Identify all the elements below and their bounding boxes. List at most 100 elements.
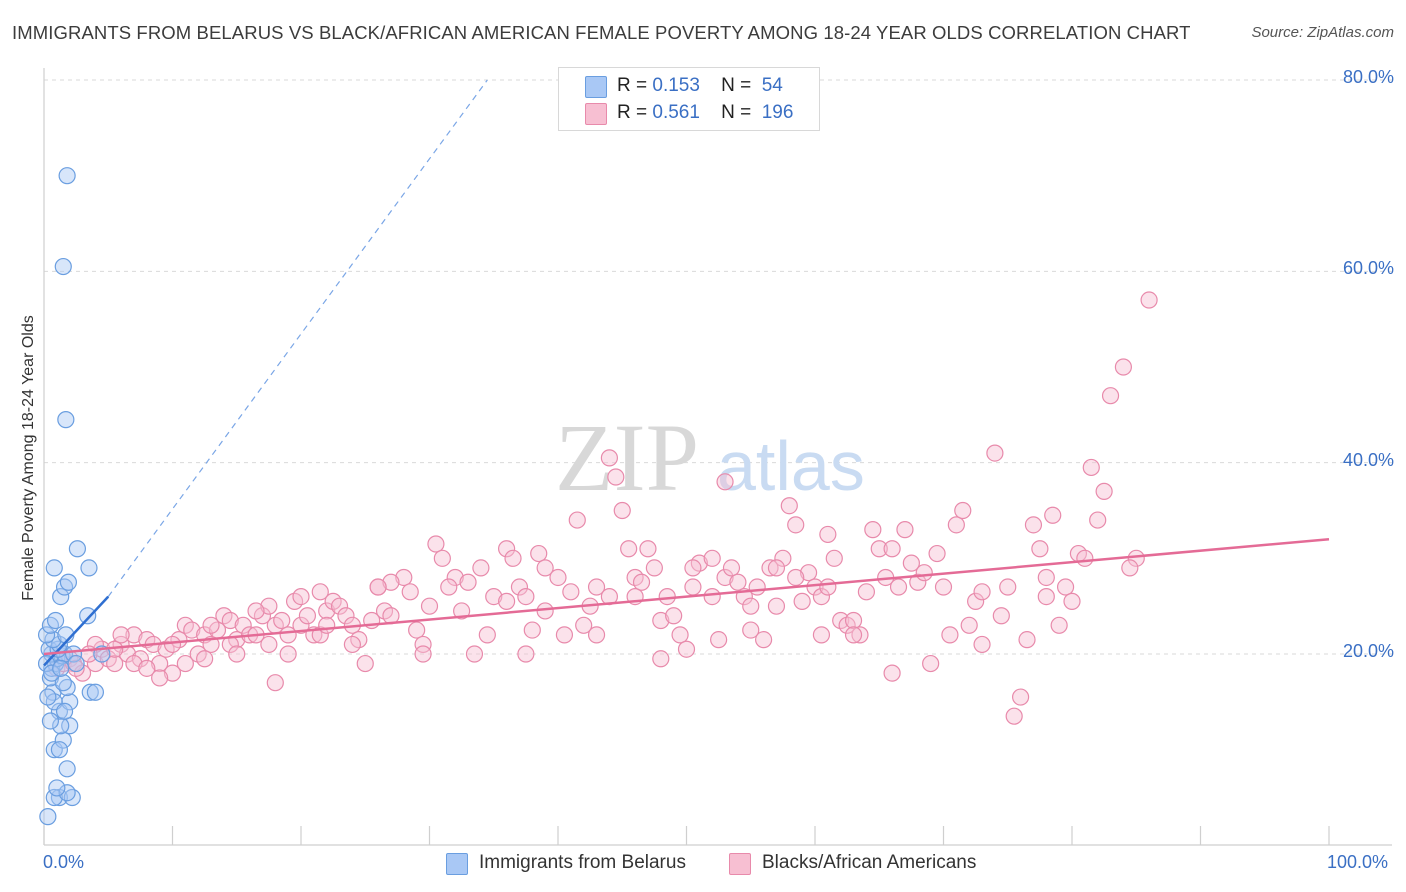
point-blacks bbox=[562, 583, 580, 601]
point-blacks bbox=[125, 626, 143, 644]
point-blacks bbox=[761, 559, 779, 577]
watermark-zip: ZIP bbox=[555, 404, 699, 511]
point-blacks bbox=[106, 654, 124, 673]
point-blacks bbox=[665, 607, 683, 625]
point-blacks bbox=[1076, 549, 1094, 567]
point-belarus bbox=[41, 712, 60, 730]
point-blacks bbox=[568, 511, 586, 529]
point-blacks bbox=[787, 516, 805, 534]
point-blacks bbox=[369, 578, 387, 596]
bottom-legend-swatch-belarus bbox=[446, 853, 468, 875]
point-blacks bbox=[420, 597, 439, 615]
point-blacks bbox=[799, 564, 818, 582]
point-blacks bbox=[767, 597, 786, 615]
legend-swatch-belarus bbox=[585, 76, 607, 98]
point-blacks bbox=[414, 645, 432, 663]
point-blacks bbox=[652, 650, 670, 668]
point-belarus bbox=[54, 674, 72, 692]
point-blacks bbox=[1140, 291, 1158, 309]
point-blacks bbox=[465, 645, 484, 663]
point-blacks bbox=[587, 578, 606, 596]
point-blacks bbox=[555, 626, 574, 644]
point-blacks bbox=[292, 616, 310, 634]
point-belarus bbox=[37, 626, 56, 644]
legend-swatch-blacks bbox=[585, 103, 607, 125]
point-blacks bbox=[1056, 578, 1075, 596]
point-blacks bbox=[607, 468, 625, 486]
point-blacks bbox=[292, 587, 310, 606]
point-blacks bbox=[1050, 616, 1068, 634]
point-blacks bbox=[967, 592, 985, 610]
point-blacks bbox=[337, 607, 355, 625]
point-belarus bbox=[58, 760, 76, 778]
point-blacks bbox=[1044, 506, 1062, 524]
point-blacks bbox=[510, 578, 529, 596]
grid-lines bbox=[44, 79, 1392, 655]
point-blacks bbox=[536, 559, 554, 577]
trendline-blacks bbox=[43, 537, 1330, 656]
point-blacks bbox=[844, 626, 863, 644]
point-blacks bbox=[549, 568, 567, 587]
series-blacks-points bbox=[48, 291, 1158, 725]
point-blacks bbox=[639, 540, 657, 558]
point-blacks bbox=[530, 544, 548, 563]
point-blacks bbox=[1024, 516, 1043, 534]
point-blacks bbox=[960, 616, 978, 634]
legend-r-value-blacks: 0.561 bbox=[652, 102, 700, 123]
point-belarus bbox=[58, 167, 76, 185]
y-tick-label: 60.0% bbox=[1342, 258, 1394, 279]
point-blacks bbox=[864, 521, 882, 539]
point-blacks bbox=[793, 592, 811, 610]
point-blacks bbox=[716, 568, 734, 587]
point-belarus bbox=[54, 257, 72, 276]
point-blacks bbox=[703, 549, 721, 567]
point-blacks bbox=[742, 621, 760, 639]
point-blacks bbox=[440, 578, 458, 596]
point-belarus bbox=[43, 664, 61, 682]
point-blacks bbox=[973, 635, 991, 654]
point-blacks bbox=[632, 573, 651, 591]
point-blacks bbox=[857, 583, 876, 601]
point-blacks bbox=[896, 521, 914, 539]
point-blacks bbox=[459, 573, 477, 591]
point-blacks bbox=[498, 540, 516, 558]
point-blacks bbox=[819, 525, 837, 544]
point-blacks bbox=[318, 602, 336, 620]
point-blacks bbox=[395, 568, 413, 587]
point-blacks bbox=[1037, 587, 1055, 606]
point-blacks bbox=[742, 597, 760, 615]
point-belarus bbox=[54, 731, 72, 749]
point-blacks bbox=[414, 635, 432, 654]
point-blacks bbox=[151, 669, 169, 687]
point-blacks bbox=[408, 621, 426, 639]
legend-n-value-belarus: 54 bbox=[761, 75, 783, 96]
point-blacks bbox=[247, 602, 265, 620]
point-blacks bbox=[260, 635, 278, 654]
point-blacks bbox=[1037, 568, 1055, 587]
point-blacks bbox=[812, 626, 831, 644]
legend: R = 0.153 N = 54 R = 0.561 N = 196 bbox=[558, 67, 820, 131]
point-blacks bbox=[587, 626, 606, 644]
point-belarus bbox=[50, 741, 69, 759]
point-blacks bbox=[844, 611, 863, 630]
point-belarus bbox=[52, 659, 70, 677]
point-blacks bbox=[819, 578, 837, 596]
x-tick-label-max: 100.0% bbox=[1327, 852, 1389, 872]
y-tick-label: 20.0% bbox=[1342, 641, 1394, 661]
point-blacks bbox=[812, 587, 831, 606]
point-blacks bbox=[273, 611, 291, 630]
point-blacks bbox=[722, 559, 741, 577]
trendline-belarus-extension bbox=[107, 79, 488, 597]
point-blacks bbox=[999, 578, 1017, 596]
point-blacks bbox=[279, 645, 297, 663]
point-blacks bbox=[1082, 458, 1100, 477]
point-blacks bbox=[1063, 592, 1081, 610]
point-blacks bbox=[356, 654, 374, 673]
point-blacks bbox=[163, 635, 182, 654]
point-blacks bbox=[703, 587, 721, 606]
point-belarus bbox=[79, 607, 97, 625]
point-blacks bbox=[928, 544, 946, 563]
point-belarus bbox=[59, 573, 78, 591]
point-blacks bbox=[934, 578, 953, 596]
point-blacks bbox=[485, 587, 503, 606]
